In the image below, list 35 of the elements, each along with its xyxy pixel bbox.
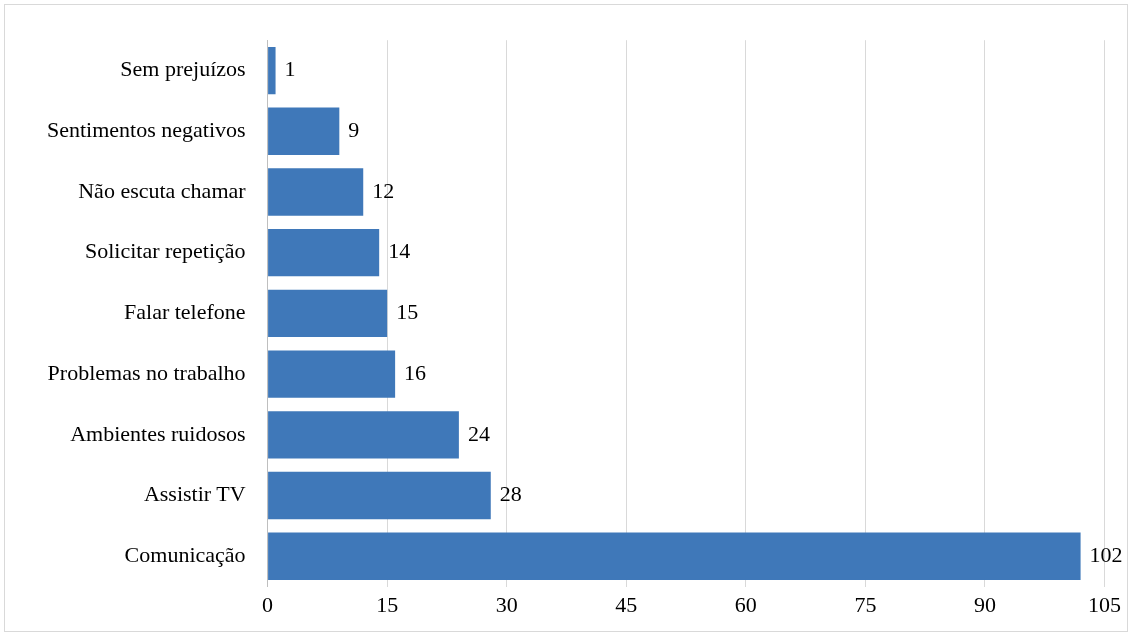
bar — [268, 532, 1081, 580]
data-label: 12 — [372, 177, 395, 203]
y-tick-label: Comunicação — [124, 542, 246, 568]
bar — [268, 229, 380, 277]
x-tick-label: 45 — [615, 591, 638, 617]
data-label: 14 — [388, 238, 411, 264]
bar — [268, 107, 340, 155]
data-label: 102 — [1089, 542, 1123, 568]
data-label: 16 — [404, 359, 427, 385]
x-tick-label: 30 — [495, 591, 518, 617]
y-tick-label: Ambientes ruidosos — [70, 420, 246, 446]
bar — [268, 350, 396, 398]
y-tick-label: Assistir TV — [143, 481, 246, 507]
x-tick-label: 0 — [262, 591, 274, 617]
y-tick-label: Não escuta chamar — [78, 177, 247, 203]
y-tick-label: Sentimentos negativos — [47, 117, 246, 143]
data-label: 1 — [284, 56, 296, 82]
x-tick-label: 75 — [854, 591, 877, 617]
bar — [268, 471, 491, 520]
x-tick-label: 90 — [973, 591, 996, 617]
bar — [268, 289, 388, 338]
data-label: 24 — [467, 420, 490, 446]
y-tick-label: Solicitar repetição — [84, 238, 246, 264]
bar — [268, 411, 459, 459]
data-label: 9 — [348, 117, 360, 143]
bar — [268, 168, 364, 216]
bar — [268, 46, 276, 95]
y-tick-label: Problemas no trabalho — [47, 359, 246, 385]
x-tick-label: 60 — [734, 591, 757, 617]
y-tick-label: Falar telefone — [124, 299, 246, 325]
data-label: 28 — [499, 481, 522, 507]
data-label: 15 — [396, 299, 419, 325]
y-tick-label: Sem prejuízos — [120, 56, 246, 82]
x-tick-label: 105 — [1088, 591, 1121, 617]
x-tick-label: 15 — [376, 591, 399, 617]
